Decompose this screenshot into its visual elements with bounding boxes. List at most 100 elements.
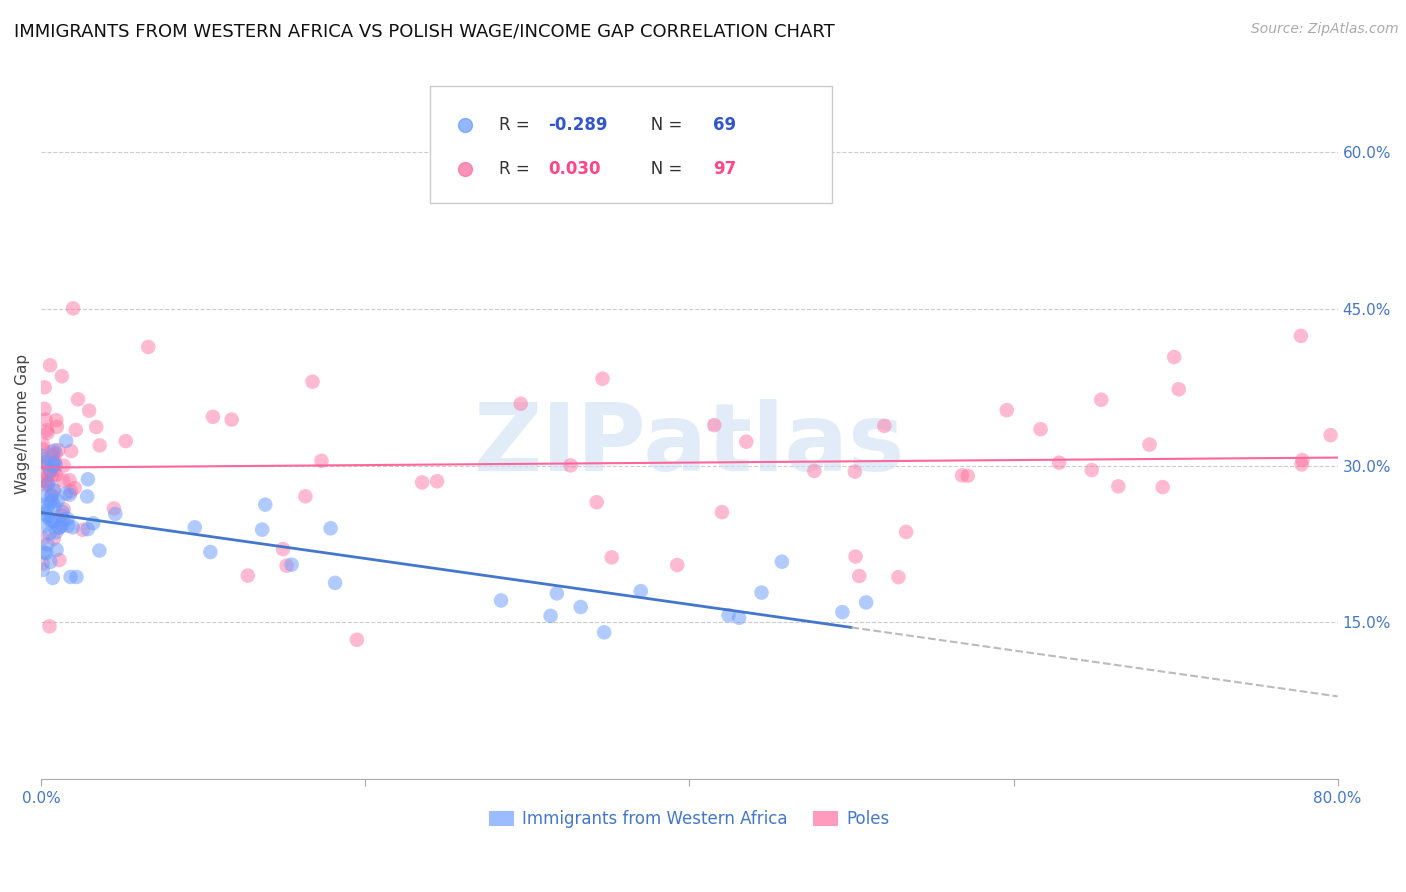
Point <box>751 585 773 599</box>
Point <box>39 359 62 373</box>
Point <box>1167 382 1189 396</box>
Point <box>280 558 302 572</box>
Point <box>995 403 1018 417</box>
Point <box>76 522 98 536</box>
Point <box>89 543 111 558</box>
Text: 97: 97 <box>713 160 735 178</box>
Point <box>703 418 725 433</box>
Point <box>894 524 917 539</box>
Point <box>62 301 84 316</box>
Point <box>600 550 623 565</box>
Point <box>46 494 69 508</box>
Point <box>956 468 979 483</box>
Text: R =: R = <box>499 116 534 134</box>
Point <box>41 444 63 458</box>
Point <box>1080 463 1102 477</box>
Point <box>55 434 77 448</box>
Point <box>49 520 72 534</box>
Point <box>276 558 298 573</box>
Point <box>44 515 66 529</box>
Text: N =: N = <box>636 160 688 178</box>
Point <box>1047 456 1070 470</box>
Point <box>32 452 55 467</box>
Point <box>39 496 62 510</box>
Point <box>844 549 866 564</box>
Point <box>46 443 69 458</box>
Point <box>39 513 62 527</box>
Point <box>221 412 243 426</box>
Point <box>569 599 592 614</box>
Point <box>630 584 652 599</box>
Point <box>1139 437 1161 451</box>
Point <box>1107 479 1129 493</box>
Point <box>52 474 75 488</box>
Text: -0.289: -0.289 <box>548 116 607 134</box>
Point <box>236 568 259 582</box>
Point <box>45 413 67 427</box>
Point <box>65 423 87 437</box>
Point <box>42 459 65 474</box>
Point <box>66 392 89 407</box>
Point <box>540 608 562 623</box>
Point <box>31 459 53 474</box>
Point <box>77 403 100 417</box>
Point <box>39 555 62 569</box>
Point <box>426 475 449 489</box>
Point <box>1319 428 1341 442</box>
Point <box>1291 458 1313 472</box>
Point <box>51 369 73 384</box>
Point <box>45 467 67 482</box>
Point <box>34 380 56 394</box>
Point <box>831 605 853 619</box>
Point <box>489 593 512 607</box>
Point <box>666 558 689 572</box>
Point <box>37 509 59 524</box>
Point <box>37 467 59 482</box>
Point <box>44 443 66 458</box>
Point <box>35 478 58 492</box>
Point <box>35 423 58 437</box>
Point <box>56 512 79 526</box>
Point <box>37 476 59 491</box>
Point <box>323 575 346 590</box>
Point <box>1291 453 1313 467</box>
Point <box>46 420 69 434</box>
Point <box>770 555 793 569</box>
Point <box>45 542 67 557</box>
Point <box>41 494 63 508</box>
Point <box>254 498 277 512</box>
Point <box>31 532 53 546</box>
Point <box>31 449 53 463</box>
Point <box>1163 350 1185 364</box>
Point <box>546 586 568 600</box>
Point <box>710 505 733 519</box>
Point <box>52 505 75 519</box>
Point <box>42 571 65 585</box>
Legend: Immigrants from Western Africa, Poles: Immigrants from Western Africa, Poles <box>482 803 896 835</box>
Text: IMMIGRANTS FROM WESTERN AFRICA VS POLISH WAGE/INCOME GAP CORRELATION CHART: IMMIGRANTS FROM WESTERN AFRICA VS POLISH… <box>14 22 835 40</box>
Point <box>31 557 53 571</box>
Point <box>65 570 87 584</box>
Point <box>44 499 66 513</box>
Text: R =: R = <box>499 160 534 178</box>
Point <box>104 507 127 521</box>
Point <box>31 563 53 577</box>
Point <box>44 455 66 469</box>
Text: 69: 69 <box>713 116 735 134</box>
Point <box>950 468 973 483</box>
Point <box>37 503 59 517</box>
Point <box>250 523 273 537</box>
Point <box>844 465 866 479</box>
Point <box>42 456 65 470</box>
Point <box>59 570 82 584</box>
Y-axis label: Wage/Income Gap: Wage/Income Gap <box>15 353 30 494</box>
Point <box>1090 392 1112 407</box>
Point <box>887 570 910 584</box>
Point <box>58 488 80 502</box>
Point <box>42 514 65 528</box>
Point <box>52 458 75 473</box>
Point <box>34 507 56 521</box>
Point <box>34 412 56 426</box>
Point <box>56 518 79 533</box>
Point <box>184 520 207 534</box>
